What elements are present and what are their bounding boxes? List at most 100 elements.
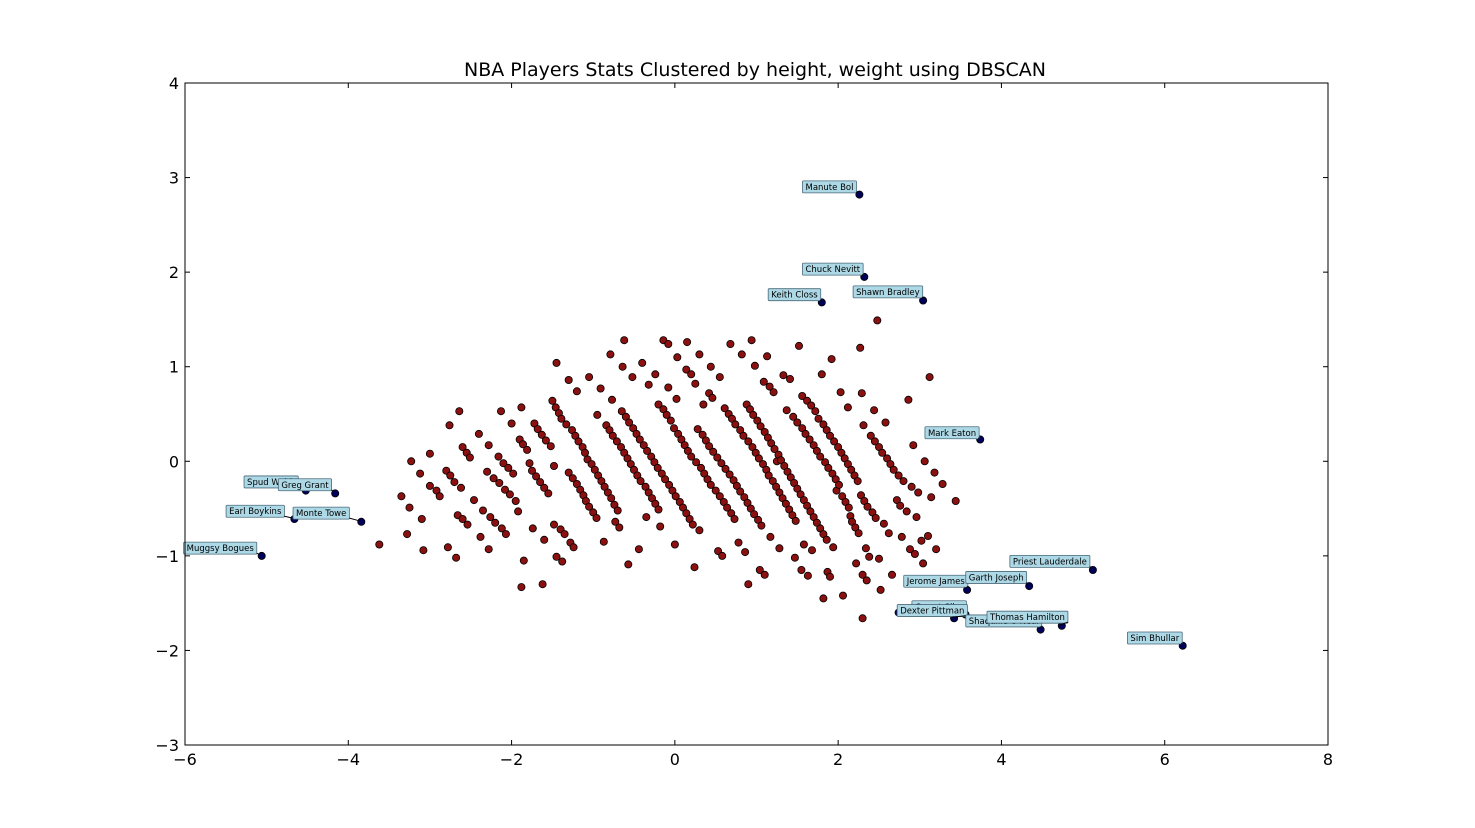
cluster-point bbox=[515, 508, 522, 515]
cluster-point bbox=[614, 507, 621, 514]
cluster-point bbox=[874, 317, 881, 324]
cluster-point bbox=[798, 566, 805, 573]
cluster-point bbox=[635, 546, 642, 553]
cluster-point bbox=[506, 491, 513, 498]
cluster-point bbox=[508, 420, 515, 427]
x-tick-label: 2 bbox=[833, 750, 843, 769]
cluster-point bbox=[866, 553, 873, 560]
cluster-point bbox=[767, 533, 774, 540]
cluster-point bbox=[581, 449, 588, 456]
y-tick-label: 3 bbox=[169, 169, 179, 188]
player-annotation: Dexter Pittman bbox=[897, 605, 967, 618]
cluster-point bbox=[692, 380, 699, 387]
cluster-point bbox=[791, 554, 798, 561]
cluster-point bbox=[594, 411, 601, 418]
player-name-label: Garth Joseph bbox=[969, 573, 1024, 583]
y-tick-label: −2 bbox=[155, 641, 179, 660]
cluster-point bbox=[761, 571, 768, 578]
cluster-point bbox=[900, 478, 907, 485]
cluster-point bbox=[417, 470, 424, 477]
cluster-point bbox=[541, 536, 548, 543]
cluster-point bbox=[792, 517, 799, 524]
cluster-point bbox=[863, 577, 870, 584]
cluster-point bbox=[510, 470, 517, 477]
player-annotation: Keith Closs bbox=[768, 289, 821, 302]
cluster-point bbox=[691, 564, 698, 571]
cluster-point bbox=[727, 340, 734, 347]
x-tick-label: 8 bbox=[1323, 750, 1333, 769]
cluster-point bbox=[418, 515, 425, 522]
axes: −6 −4 −2 0 2 4 6 8 −3 −2 −1 0 1 2 3 4 bbox=[155, 74, 1333, 769]
annotation-arrow bbox=[1027, 582, 1028, 585]
cluster-point bbox=[853, 560, 860, 567]
cluster-point bbox=[495, 453, 502, 460]
cluster-point bbox=[885, 530, 892, 537]
cluster-point bbox=[529, 525, 536, 532]
cluster-point bbox=[911, 550, 918, 557]
player-annotation: Earl Boykins bbox=[226, 505, 292, 518]
cluster-point bbox=[446, 422, 453, 429]
player-annotation: Chuck Nevitt bbox=[802, 263, 863, 276]
cluster-point bbox=[479, 507, 486, 514]
cluster-point bbox=[518, 404, 525, 411]
cluster-point bbox=[913, 514, 920, 521]
player-annotation: Greg Grant bbox=[278, 479, 333, 493]
cluster-point bbox=[665, 340, 672, 347]
cluster-point bbox=[565, 376, 572, 383]
cluster-point bbox=[820, 595, 827, 602]
x-tick-label: −4 bbox=[336, 750, 360, 769]
cluster-point bbox=[586, 374, 593, 381]
player-name-label: Shawn Bradley bbox=[856, 288, 920, 298]
cluster-point bbox=[709, 394, 716, 401]
cluster-point bbox=[731, 515, 738, 522]
cluster-point bbox=[758, 522, 765, 529]
x-tick-label: 4 bbox=[996, 750, 1006, 769]
player-name-label: Manute Bol bbox=[805, 183, 853, 193]
cluster-point bbox=[512, 497, 519, 504]
cluster-point bbox=[918, 537, 925, 544]
cluster-point bbox=[667, 417, 674, 424]
cluster-point bbox=[689, 521, 696, 528]
cluster-point bbox=[639, 359, 646, 366]
cluster-point bbox=[742, 549, 749, 556]
cluster-point bbox=[404, 531, 411, 538]
cluster-point bbox=[526, 460, 533, 467]
cluster-point bbox=[652, 371, 659, 378]
player-annotation: Priest Lauderdale bbox=[1010, 555, 1091, 569]
cluster-point bbox=[573, 388, 580, 395]
y-tick-label: 1 bbox=[169, 358, 179, 377]
cluster-point bbox=[629, 374, 636, 381]
cluster-point bbox=[707, 363, 714, 370]
cluster-point bbox=[696, 351, 703, 358]
cluster-point bbox=[854, 478, 861, 485]
cluster-point bbox=[477, 533, 484, 540]
player-annotation: Muggsy Bogues bbox=[184, 542, 260, 555]
cluster-point bbox=[748, 337, 755, 344]
cluster-point bbox=[795, 342, 802, 349]
cluster-point bbox=[818, 371, 825, 378]
player-name-label: Sim Bhullar bbox=[1130, 634, 1179, 644]
cluster-point bbox=[625, 561, 632, 568]
x-tick-label: 0 bbox=[670, 750, 680, 769]
cluster-point bbox=[553, 359, 560, 366]
cluster-point bbox=[837, 389, 844, 396]
player-name-label: Greg Grant bbox=[281, 481, 329, 491]
cluster-point bbox=[518, 584, 525, 591]
player-name-label: Monte Towe bbox=[296, 509, 346, 519]
y-tick-label: −1 bbox=[155, 547, 179, 566]
cluster-point bbox=[882, 419, 889, 426]
player-annotation: Mark Eaton bbox=[925, 427, 979, 439]
cluster-point bbox=[921, 458, 928, 465]
cluster-point bbox=[908, 483, 915, 490]
player-name-label: Muggsy Bogues bbox=[187, 544, 255, 554]
cluster-point bbox=[862, 545, 869, 552]
cluster-point bbox=[812, 408, 819, 415]
chart-title: NBA Players Stats Clustered by height, w… bbox=[464, 59, 1046, 81]
cluster-point bbox=[828, 356, 835, 363]
cluster-point bbox=[673, 395, 680, 402]
cluster-point bbox=[745, 581, 752, 588]
cluster-point bbox=[764, 353, 771, 360]
cluster-point bbox=[770, 389, 777, 396]
cluster-point bbox=[786, 375, 793, 382]
cluster-point bbox=[860, 422, 867, 429]
